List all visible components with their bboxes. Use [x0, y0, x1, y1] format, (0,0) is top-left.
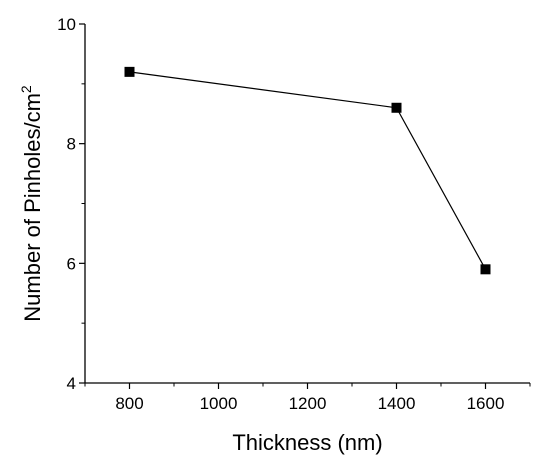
y-tick-label-10: 10 — [57, 15, 76, 34]
axes — [84, 24, 530, 384]
y-axis-title-superscript: 2 — [18, 85, 34, 93]
x-tick-label-800: 800 — [115, 394, 143, 413]
x-axis-title: Thickness (nm) — [232, 430, 382, 455]
data-point-1400 — [391, 102, 402, 113]
x-tick-label-1600: 1600 — [467, 394, 505, 413]
data-point-1600 — [480, 264, 491, 275]
y-tick-label-6: 6 — [67, 254, 76, 273]
x-tick-label-1200: 1200 — [289, 394, 327, 413]
axis-titles: Thickness (nm) Number of Pinholes/cm2 — [18, 85, 383, 455]
x-tick-label-1000: 1000 — [200, 394, 238, 413]
ticks: 800 1000 1200 1400 1600 4 6 8 10 — [57, 15, 531, 413]
y-tick-label-8: 8 — [67, 135, 76, 154]
y-tick-label-4: 4 — [67, 374, 76, 393]
data-point-800 — [124, 66, 135, 77]
x-tick-label-1400: 1400 — [378, 394, 416, 413]
series-line — [129, 71, 487, 270]
y-axis-title-main: Number of Pinholes/cm — [20, 93, 45, 322]
series-pinholes — [124, 66, 491, 275]
y-axis-title: Number of Pinholes/cm2 — [18, 85, 45, 322]
